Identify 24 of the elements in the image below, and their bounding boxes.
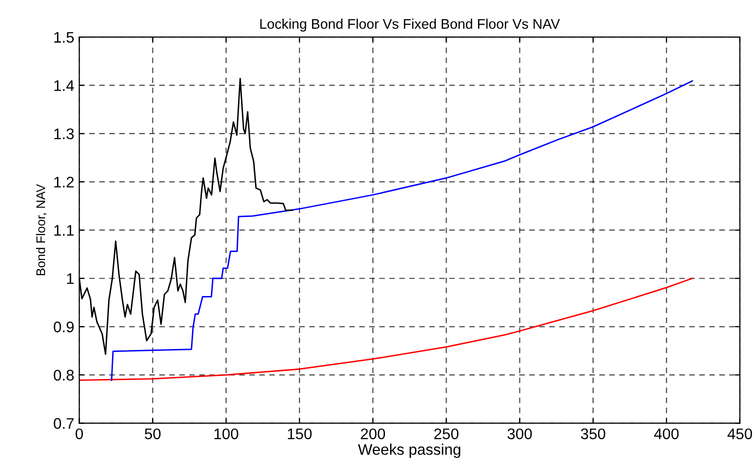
- y-tick-label: 1.2: [54, 176, 74, 188]
- x-tick-label: 150: [288, 428, 312, 440]
- y-tick-label: 1.3: [54, 128, 74, 140]
- y-tick-label: 0.8: [54, 370, 74, 381]
- y-tick-label: 1.5: [54, 32, 74, 43]
- x-tick-label: 100: [214, 428, 238, 440]
- chart-title: Locking Bond Floor Vs Fixed Bond Floor Vs NAV: [260, 18, 560, 32]
- y-tick-label: 0.9: [54, 322, 74, 332]
- x-tick-label: 350: [580, 428, 606, 440]
- y-axis-title: Bond Floor, NAV: [36, 184, 47, 276]
- line-series: [110, 80, 694, 381]
- x-tick-label: 450: [728, 428, 752, 440]
- y-tick-label: 0.7: [54, 418, 74, 429]
- line-series: [79, 278, 694, 381]
- x-tick-label: 250: [434, 428, 458, 440]
- x-tick-label: 0: [76, 428, 83, 440]
- x-tick-label: 200: [360, 428, 386, 440]
- x-axis-title: Weeks passing: [358, 444, 460, 458]
- x-tick-label: 400: [654, 428, 679, 440]
- x-tick-label: 50: [144, 428, 161, 440]
- y-tick-label: 1: [67, 273, 74, 284]
- x-tick-label: 300: [508, 428, 532, 440]
- y-tick-label: 1.4: [54, 80, 74, 91]
- y-tick-label: 1.1: [54, 225, 74, 236]
